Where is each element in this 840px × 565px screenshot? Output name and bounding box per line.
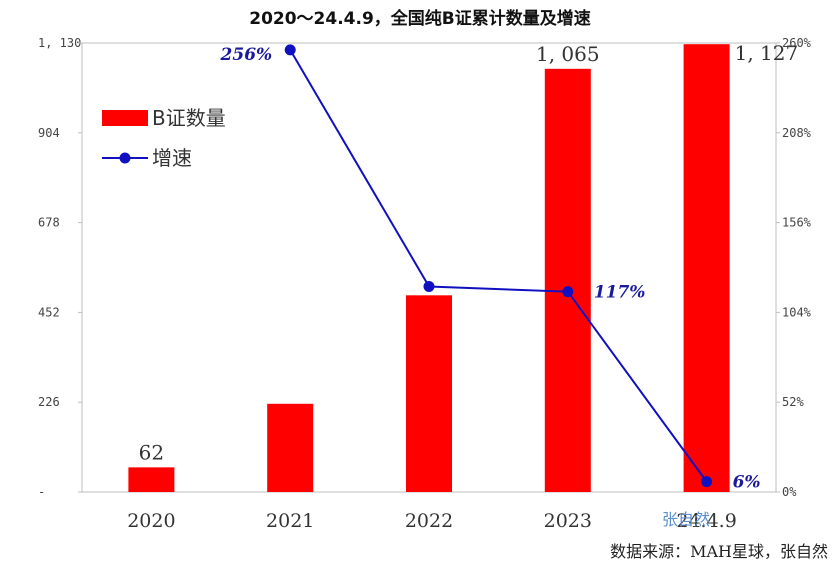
data-labels: 62 1, 065 1, 127 256% 117% 6%: [139, 41, 799, 492]
chart-title: 2020～24.4.9，全国纯B证累计数量及增速: [249, 8, 591, 29]
x-axis-tick-label: 2022: [405, 510, 453, 532]
watermark-text: 张自然: [662, 510, 710, 529]
growth-point: [701, 476, 713, 488]
bar-value-label: 62: [139, 440, 164, 464]
growth-point: [562, 286, 574, 298]
bar: [406, 295, 452, 492]
right-axis-tick-label: 156%: [782, 216, 812, 230]
x-axis-tick-label: 2023: [544, 510, 592, 532]
legend-bar-label: B证数量: [152, 106, 226, 130]
bar-series: [128, 44, 730, 493]
legend-line-label: 增速: [152, 146, 192, 170]
bar-value-label: 1, 065: [536, 42, 600, 66]
legend-line-marker: [119, 152, 131, 164]
left-axis-tick-label: -: [38, 485, 45, 499]
x-axis-tick-label: 2021: [266, 510, 314, 532]
right-axis-tick-label: 260%: [782, 36, 812, 50]
growth-value-label: 6%: [733, 473, 761, 493]
left-axis-tick-label: 1, 130: [38, 36, 81, 50]
bar: [267, 403, 314, 492]
x-axis-tick-label: 24.4.9: [676, 510, 736, 532]
legend-bar-swatch: [102, 110, 148, 126]
axes: - 226 452 678 904 1, 130 0% 52% 104% 156% 208% 260%…: [38, 36, 812, 532]
right-axis-tick-label: 104%: [782, 305, 812, 319]
bar-value-label: 1, 127: [735, 41, 799, 65]
bar: [683, 44, 730, 492]
growth-line-series: [284, 44, 713, 488]
bar: [128, 467, 175, 492]
right-axis-tick-label: 208%: [782, 126, 812, 140]
growth-point: [423, 280, 435, 292]
source-note: 数据来源：MAH星球，张自然: [610, 542, 828, 561]
bar: [544, 68, 591, 493]
growth-point: [284, 44, 296, 56]
growth-line: [289, 49, 708, 483]
left-axis-tick-label: 678: [38, 216, 60, 230]
growth-value-label: 117%: [594, 283, 646, 303]
left-axis-tick-label: 226: [38, 395, 60, 409]
right-axis-tick-label: 52%: [782, 395, 804, 409]
growth-value-label: 256%: [220, 45, 273, 65]
right-axis-tick-label: 0%: [782, 485, 797, 499]
x-axis-tick-label: 2020: [127, 510, 175, 532]
left-axis-tick-label: 452: [38, 305, 60, 319]
left-axis-tick-label: 904: [38, 126, 60, 140]
